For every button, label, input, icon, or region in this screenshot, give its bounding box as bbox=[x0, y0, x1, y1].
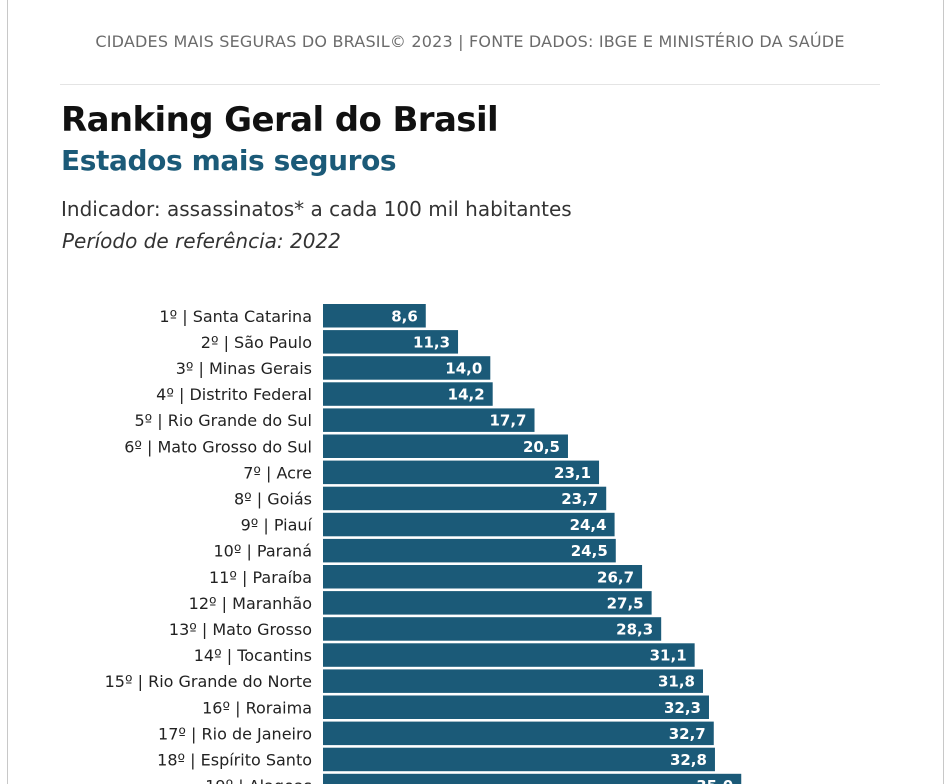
value-label: 35,0 bbox=[696, 777, 733, 784]
bar bbox=[323, 538, 616, 563]
bar bbox=[323, 643, 695, 667]
bar bbox=[323, 408, 535, 432]
bar bbox=[323, 512, 615, 537]
value-label: 8,6 bbox=[391, 307, 418, 325]
category-label: 7º | Acre bbox=[243, 463, 312, 482]
category-label: 18º | Espírito Santo bbox=[157, 750, 312, 769]
category-label: 17º | Rio de Janeiro bbox=[158, 724, 312, 743]
bar bbox=[323, 695, 709, 719]
value-label: 14,2 bbox=[448, 386, 485, 404]
value-label: 31,1 bbox=[650, 647, 687, 665]
value-label: 24,5 bbox=[571, 542, 608, 560]
category-label: 13º | Mato Grosso bbox=[169, 620, 312, 639]
header-divider bbox=[60, 84, 880, 85]
report-page: CIDADES MAIS SEGURAS DO BRASIL© 2023 | F… bbox=[8, 0, 943, 784]
bar bbox=[323, 721, 714, 746]
value-label: 32,3 bbox=[664, 699, 701, 717]
value-label: 24,4 bbox=[570, 516, 607, 534]
bar bbox=[323, 617, 662, 641]
category-label: 15º | Rio Grande do Norte bbox=[105, 672, 312, 691]
bar bbox=[323, 304, 426, 328]
bar bbox=[323, 591, 652, 615]
ranking-bar-chart: 1º | Santa Catarina 8,6 2º | São Paulo 11,3… bbox=[105, 304, 742, 784]
category-label: 8º | Goiás bbox=[234, 489, 312, 508]
category-label: 3º | Minas Gerais bbox=[176, 359, 312, 378]
category-label: 16º | Roraima bbox=[202, 698, 312, 717]
category-label: 11º | Paraíba bbox=[209, 568, 312, 587]
value-label: 17,7 bbox=[489, 412, 526, 430]
value-label: 23,7 bbox=[561, 490, 598, 508]
page-title: Ranking Geral do Brasil bbox=[61, 100, 499, 140]
value-label: 28,3 bbox=[616, 620, 653, 638]
value-label: 31,8 bbox=[658, 673, 695, 691]
bar bbox=[323, 382, 493, 406]
bar bbox=[323, 669, 704, 693]
category-label: 12º | Maranhão bbox=[189, 594, 312, 613]
bar bbox=[323, 773, 742, 784]
value-label: 20,5 bbox=[523, 438, 560, 456]
bar bbox=[323, 330, 459, 354]
indicator-text: Indicador: assassinatos* a cada 100 mil … bbox=[61, 197, 572, 221]
category-label: 5º | Rio Grande do Sul bbox=[135, 411, 313, 430]
page-subtitle: Estados mais seguros bbox=[61, 144, 397, 177]
category-label: 14º | Tocantins bbox=[194, 646, 312, 665]
category-label: 4º | Distrito Federal bbox=[156, 385, 312, 404]
reference-period: Período de referência: 2022 bbox=[62, 229, 341, 253]
value-label: 32,7 bbox=[669, 725, 706, 743]
bar bbox=[323, 356, 491, 380]
source-header: CIDADES MAIS SEGURAS DO BRASIL© 2023 | F… bbox=[95, 32, 845, 51]
category-label: 2º | São Paulo bbox=[201, 333, 312, 352]
category-label: 1º | Santa Catarina bbox=[159, 307, 312, 326]
bar bbox=[323, 486, 607, 511]
value-label: 26,7 bbox=[597, 568, 634, 586]
bar bbox=[323, 460, 600, 485]
bar bbox=[323, 747, 715, 772]
category-label: 10º | Paraná bbox=[213, 542, 312, 561]
category-label: 6º | Mato Grosso do Sul bbox=[124, 437, 312, 456]
value-label: 27,5 bbox=[607, 594, 644, 612]
value-label: 32,8 bbox=[670, 751, 707, 769]
category-label: 9º | Piauí bbox=[241, 516, 313, 535]
value-label: 14,0 bbox=[445, 359, 482, 377]
bar bbox=[323, 434, 568, 458]
category-label: 19º | Alagoas bbox=[205, 777, 312, 784]
value-label: 23,1 bbox=[554, 464, 591, 482]
bar bbox=[323, 565, 643, 589]
value-label: 11,3 bbox=[413, 333, 450, 351]
